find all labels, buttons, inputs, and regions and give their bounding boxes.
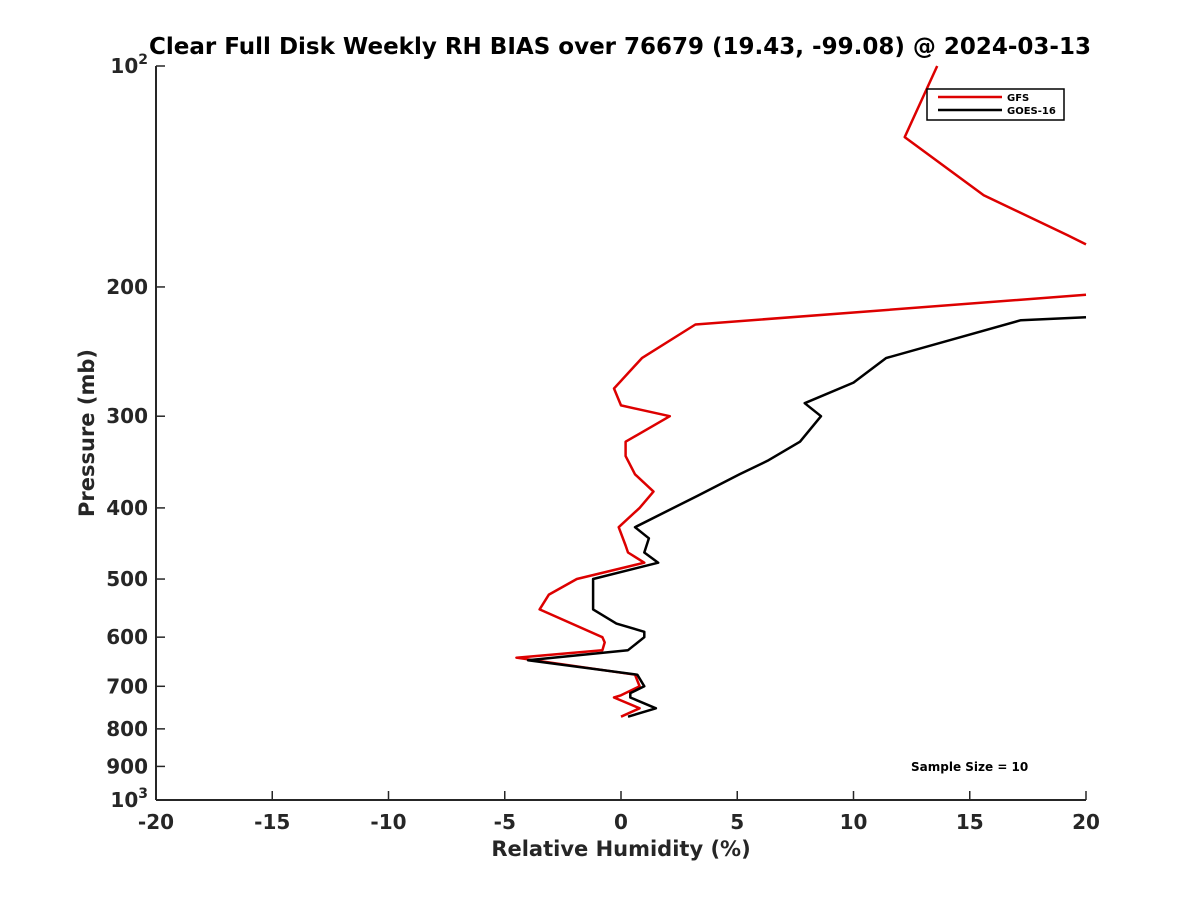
series-layer (515, 65, 1087, 718)
y-tick-label: 103 (110, 786, 148, 812)
x-tick-label: 10 (840, 810, 868, 834)
sample-size-note: Sample Size = 10 (911, 760, 1028, 774)
y-tick-label: 700 (106, 674, 148, 698)
y-tick-base: 10 (110, 788, 138, 812)
legend: GFS GOES-16 (926, 88, 1065, 121)
series-line-gfs (903, 65, 1087, 246)
axes (155, 66, 1086, 801)
y-tick-label: 300 (106, 404, 148, 428)
x-ticks: -20 -15 -10 -5 0 5 10 15 20 (138, 791, 1100, 834)
y-tick-base: 10 (110, 54, 138, 78)
series-line-goes16 (526, 316, 1087, 718)
y-tick-label: 200 (106, 275, 148, 299)
x-tick-label: 5 (730, 810, 744, 834)
y-tick-label: 102 (110, 52, 148, 78)
y-axis-label: Pressure (mb) (75, 349, 99, 517)
x-tick-label: 0 (614, 810, 628, 834)
x-tick-label: 15 (956, 810, 984, 834)
x-tick-label: -15 (254, 810, 290, 834)
y-tick-label: 400 (106, 496, 148, 520)
x-tick-label: -20 (138, 810, 174, 834)
y-tick-label: 900 (106, 754, 148, 778)
legend-label-goes16: GOES-16 (1007, 106, 1056, 117)
series-line-gfs (515, 293, 1087, 718)
y-tick-label: 600 (106, 625, 148, 649)
x-tick-label: -10 (370, 810, 406, 834)
legend-box (926, 88, 1065, 121)
x-tick-label: -5 (494, 810, 516, 834)
y-tick-label: 800 (106, 717, 148, 741)
chart-title: Clear Full Disk Weekly RH BIAS over 7667… (149, 34, 1091, 60)
y-tick-label: 500 (106, 567, 148, 591)
legend-label-gfs: GFS (1007, 93, 1029, 104)
y-tick-exponent: 2 (138, 52, 148, 68)
x-axis-label: Relative Humidity (%) (491, 837, 750, 861)
y-tick-exponent: 3 (138, 786, 148, 802)
x-tick-label: 20 (1072, 810, 1100, 834)
